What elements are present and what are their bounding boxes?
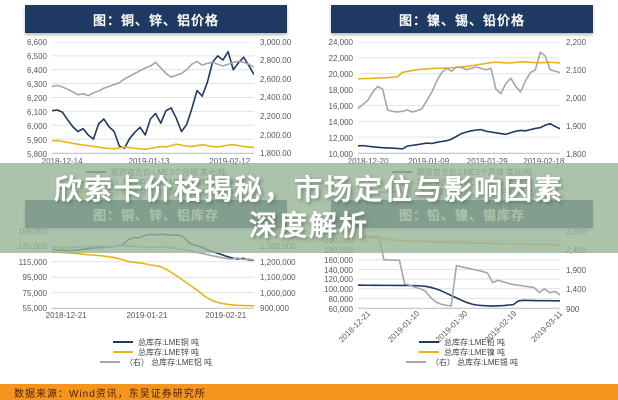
legend-line-marker xyxy=(419,351,440,353)
x-axis-tick-label: 2019-02-12 xyxy=(209,157,251,166)
headline-line-2: 深度解析 xyxy=(248,210,369,241)
x-axis-labels: 2018-12-21 2019-01-21 2019-02-21 xyxy=(45,310,254,322)
legend-label: （右） 总库存:LME铝 吨 xyxy=(124,357,213,367)
right-axis-labels: 2,200 2,100 2,000 1,900 1,800 xyxy=(566,37,587,159)
x-axis-tick-label: 2019-01-30 xyxy=(434,309,470,345)
x-axis-labels: 2018-12-20 2019-01-09 2019-01-29 2019-02-18 xyxy=(347,156,565,168)
plot-area xyxy=(52,42,254,154)
legend-label: 总库存:LME镍 吨 xyxy=(444,347,505,357)
series-line xyxy=(52,61,254,95)
chart-legend: 总库存:LME铜 吨总库存:LME锌 吨（右） 总库存:LME铝 吨 xyxy=(8,337,304,367)
left-axis-labels: 24,000 22,000 20,000 18,000 16,000 14,000 12,0… xyxy=(328,37,353,159)
legend-label: 总库存:LME锌 吨 xyxy=(138,347,199,357)
headline-line-1: 欣索卡价格揭秘，市场定位与影响因素 xyxy=(53,174,564,205)
x-axis-tick-label: 2019-01-29 xyxy=(466,157,508,166)
series-line xyxy=(358,62,560,79)
legend-line-marker xyxy=(99,361,120,363)
x-axis-tick-label: 2018-12-20 xyxy=(347,157,389,166)
x-axis-tick-label: 2018-12-21 xyxy=(337,309,373,345)
legend-item: 总库存:LME镍 吨 xyxy=(419,347,505,357)
x-axis-tick-label: 2019-02-18 xyxy=(523,157,565,166)
chart-title-banner: 图：铜、锌、铝价格 xyxy=(25,5,287,33)
chart-body: 6,600 6,500 6,400 6,300 6,200 6,100 6,000 5,900… xyxy=(8,37,304,159)
plot-area xyxy=(358,42,560,154)
legend-label: 总库存:LME铜 吨 xyxy=(138,337,199,347)
x-axis-tick-label: 2018-12-14 xyxy=(41,157,83,166)
legend-label: （右） 总库存:LME锡 吨 xyxy=(430,357,519,367)
series-line xyxy=(358,52,560,112)
data-source-bar: 数据来源：Wind资讯，东吴证券研究所 xyxy=(0,384,618,400)
x-axis-tick-label: 2019-01-21 xyxy=(126,311,168,320)
x-axis-labels: 2018-12-14 2019-01-13 2019-02-12 xyxy=(41,156,254,168)
chart-title-banner: 图：镍、锡、铅价格 xyxy=(331,5,593,33)
series-line xyxy=(358,124,560,149)
legend-line-marker xyxy=(113,341,134,343)
series-line xyxy=(52,252,254,306)
legend-item: （右） 总库存:LME锡 吨 xyxy=(405,357,519,367)
chart-legend: 总库存:LME铅 吨总库存:LME镍 吨（右） 总库存:LME锡 吨 xyxy=(314,337,610,367)
legend-label: 总库存:LME铅 吨 xyxy=(444,337,505,347)
x-axis-tick-label: 2019-02-21 xyxy=(205,311,247,320)
x-axis-tick-label: 2019-02-19 xyxy=(482,309,518,345)
series-line xyxy=(52,52,254,148)
headline-overlay: 欣索卡价格揭秘，市场定位与影响因素 深度解析 xyxy=(0,163,618,253)
x-axis-labels: 2018-12-21 2019-01-10 2019-01-30 2019-02-19… xyxy=(337,308,564,345)
left-axis-labels: 6,600 6,500 6,400 6,300 6,200 6,100 6,000 5,900… xyxy=(26,37,47,159)
series-line xyxy=(358,236,560,306)
legend-item: 总库存:LME锌 吨 xyxy=(113,347,199,357)
series-line xyxy=(52,141,254,150)
legend-item: 总库存:LME铜 吨 xyxy=(113,337,199,347)
legend-item: （右） 总库存:LME铝 吨 xyxy=(99,357,213,367)
x-axis-tick-label: 2019-03-11 xyxy=(529,309,565,344)
legend-item: 总库存:LME铅 吨 xyxy=(419,337,505,347)
x-axis-tick-label: 2019-01-13 xyxy=(128,157,170,166)
legend-line-marker xyxy=(419,341,440,343)
series-line xyxy=(358,285,560,306)
x-axis-tick-label: 2018-12-21 xyxy=(45,311,87,320)
legend-line-marker xyxy=(405,361,426,363)
data-source-text: 数据来源：Wind资讯，东吴证券研究所 xyxy=(14,388,206,400)
right-axis-labels: 3,000.00 2,800.00 2,600.00 2,400.00 2,200.00… xyxy=(260,37,292,159)
x-axis-tick-label: 2019-01-09 xyxy=(408,157,450,166)
x-axis-tick-label: 2019-01-10 xyxy=(385,309,421,345)
chart-body: 24,000 22,000 20,000 18,000 16,000 14,000 12,0… xyxy=(314,37,610,159)
legend-line-marker xyxy=(113,351,134,353)
